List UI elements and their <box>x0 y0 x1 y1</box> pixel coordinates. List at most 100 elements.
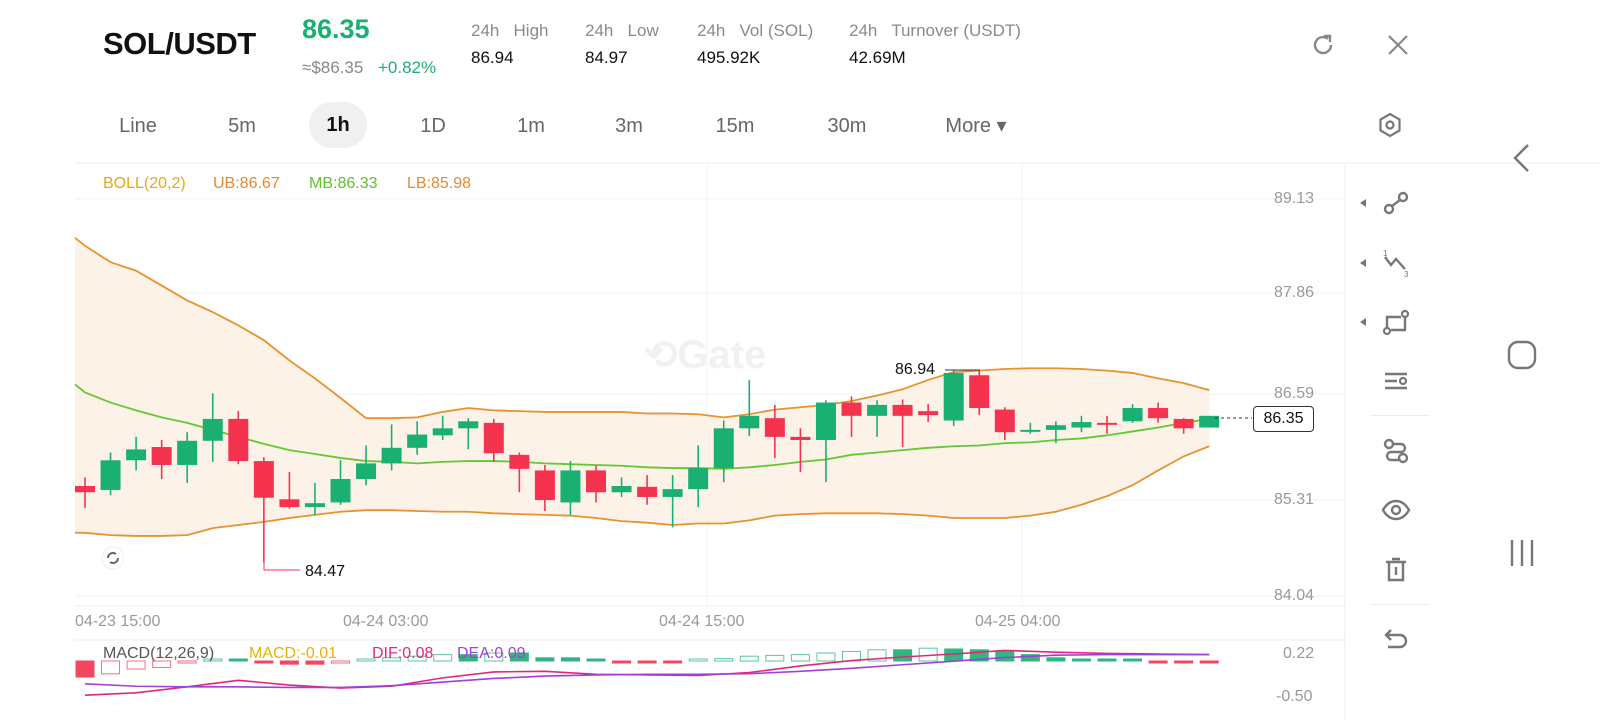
candle <box>279 471 300 509</box>
macd-histogram-bar <box>1046 657 1066 662</box>
shape-tool-icon[interactable] <box>1380 306 1412 338</box>
candle <box>75 477 95 508</box>
back-nav-icon[interactable] <box>1510 142 1534 174</box>
macd-histogram-bar <box>458 654 478 662</box>
candle <box>177 432 198 483</box>
candle-body <box>75 486 95 493</box>
candle <box>815 400 836 483</box>
time-tick: 04-25 04:00 <box>975 613 1061 630</box>
tab-more[interactable]: More ▾ <box>945 115 1007 137</box>
tab-30m[interactable]: 30m <box>827 115 867 137</box>
macd-histogram-bar <box>203 658 223 662</box>
candle <box>228 411 249 465</box>
candle-body <box>892 404 913 416</box>
candle <box>662 475 683 528</box>
candle <box>304 482 325 515</box>
price-tick: 84.04 <box>1274 587 1315 604</box>
visibility-icon[interactable] <box>1380 494 1412 526</box>
candle-body <box>662 489 683 497</box>
macd-histogram-bar <box>407 655 427 662</box>
macd-legend-dif: DIF:0.08 <box>372 645 434 662</box>
candle-body <box>611 486 632 493</box>
candle-body <box>407 434 428 448</box>
macd-histogram-bar <box>356 658 376 662</box>
tab-1m[interactable]: 1m <box>517 115 545 137</box>
tab-1d[interactable]: 1D <box>420 115 446 137</box>
candle-body <box>867 404 888 416</box>
macd-histogram-bar <box>1174 660 1194 664</box>
macd-histogram-bar <box>765 654 785 662</box>
recents-nav-icon[interactable] <box>1508 537 1536 569</box>
stat-vol-value: 495.92K <box>697 48 761 67</box>
home-nav-icon[interactable] <box>1506 339 1538 371</box>
candle-body <box>1122 408 1143 422</box>
candle <box>994 407 1015 441</box>
close-icon[interactable] <box>1386 33 1410 57</box>
candle-body <box>1020 429 1041 432</box>
tab-15m[interactable]: 15m <box>715 115 755 137</box>
delete-icon[interactable] <box>1380 554 1412 586</box>
boll-legend-lb: LB:85.98 <box>407 175 472 192</box>
candle <box>1199 415 1220 428</box>
candle-body <box>841 402 862 416</box>
macd-histogram-bar <box>509 652 529 662</box>
chart-settings-icon[interactable] <box>1377 112 1403 138</box>
svg-text:3: 3 <box>1404 270 1409 279</box>
candle-body <box>943 372 964 421</box>
candle-body <box>586 470 606 493</box>
time-tick: 04-24 03:00 <box>343 613 429 630</box>
candle <box>969 369 990 416</box>
candle <box>637 475 658 505</box>
candle-body <box>330 479 351 503</box>
macd-histogram-bar <box>688 658 708 662</box>
candle <box>739 379 760 437</box>
macd-histogram-bar <box>305 660 325 665</box>
tab-5m[interactable]: 5m <box>228 115 256 137</box>
line-tool-icon[interactable] <box>1380 187 1412 219</box>
candle <box>867 400 888 437</box>
stat-high-value: 86.94 <box>471 48 514 67</box>
candle <box>407 421 428 455</box>
candle-body <box>100 460 121 490</box>
candle-body <box>560 470 581 503</box>
candle <box>202 393 223 462</box>
indicator-settings-icon[interactable] <box>1380 365 1412 397</box>
macd-histogram-bar <box>382 657 402 662</box>
candle <box>1045 421 1066 444</box>
candle <box>790 428 811 472</box>
candle-body <box>713 428 734 469</box>
tab-3m[interactable]: 3m <box>615 115 643 137</box>
candle-body <box>1199 415 1220 428</box>
tab-line[interactable]: Line <box>119 115 157 137</box>
change-percent: +0.82% <box>378 58 437 77</box>
tab-1h[interactable]: 1h <box>309 102 367 148</box>
macd-histogram-bar <box>75 660 95 678</box>
candle <box>943 369 964 426</box>
candle-body <box>994 409 1015 433</box>
candle-body <box>790 436 811 441</box>
pair-title[interactable]: SOL/USDT <box>103 26 256 61</box>
macd-histogram-bar <box>484 652 504 662</box>
candle <box>381 424 402 471</box>
expand-arrow-icon[interactable] <box>1360 199 1366 207</box>
expand-arrow-icon[interactable] <box>1360 318 1366 326</box>
candle <box>688 445 709 508</box>
candle-body <box>509 454 530 469</box>
candle-body <box>304 503 325 508</box>
link-icon[interactable] <box>1380 435 1412 467</box>
candle <box>841 396 862 437</box>
undo-icon[interactable] <box>1380 622 1412 654</box>
boll-legend-mb: MB:86.33 <box>309 175 378 192</box>
wave-tool-icon[interactable]: 13 <box>1380 247 1412 279</box>
boll-legend-name: BOLL(20,2) <box>103 175 186 192</box>
chart-mode-icon[interactable] <box>101 546 125 570</box>
low-marker-line <box>263 540 300 571</box>
stat-low-label: 24h Low <box>585 21 659 40</box>
macd-histogram-bar <box>433 654 453 662</box>
candle <box>918 404 939 423</box>
refresh-icon[interactable] <box>1310 32 1336 58</box>
macd-histogram-bar <box>1123 658 1143 662</box>
macd-histogram-bar <box>714 658 734 662</box>
expand-arrow-icon[interactable] <box>1360 259 1366 267</box>
